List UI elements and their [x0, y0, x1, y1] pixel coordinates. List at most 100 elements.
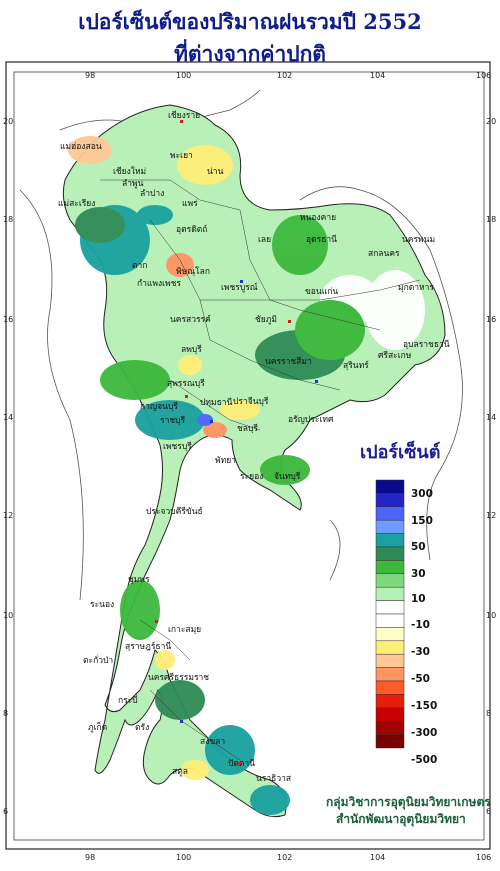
legend-label: 150 [411, 515, 433, 527]
province-label: แม่สะเรียง [58, 198, 95, 209]
lat-tick-right: 12 [486, 511, 496, 520]
province-label: ลพบุรี [181, 344, 202, 355]
legend-swatch [375, 680, 405, 695]
legend-title: เปอร์เซ็นต์ [360, 442, 441, 463]
lat-tick-left: 20 [3, 117, 13, 126]
province-label: นครราชสีมา [265, 356, 312, 367]
lon-tick-top: 106 [476, 71, 491, 80]
lat-tick-right: 16 [486, 315, 496, 324]
province-label: สุราษฎร์ธานี [125, 641, 171, 652]
lon-tick-top: 100 [176, 71, 191, 80]
province-label: เกาะสมุย [168, 625, 201, 635]
lat-tick-left: 16 [3, 315, 13, 324]
province-label: สงขลา [200, 737, 225, 747]
legend-label: 300 [411, 488, 433, 500]
province-label: ตาก [132, 261, 147, 271]
legend-swatch [375, 493, 405, 508]
lat-tick-left: 10 [3, 611, 13, 620]
map-title-line2: ที่ต่างจากค่าปกติ [174, 41, 326, 66]
legend-swatch [375, 573, 405, 588]
province-label: ชัยภูมิ [255, 315, 277, 325]
lon-tick-top: 104 [370, 71, 385, 80]
province-label: น่าน [207, 167, 224, 177]
lat-tick-left: 12 [3, 511, 13, 520]
province-label: กาญจนบุรี [140, 401, 178, 412]
legend-swatch [375, 533, 405, 548]
lon-tick-top: 102 [277, 71, 292, 80]
legend-colorbar [375, 479, 405, 749]
legend-label: -150 [411, 700, 437, 712]
province-label: แพร่ [182, 199, 198, 209]
province-label: ชลบุรี [237, 423, 258, 434]
legend-swatch [375, 560, 405, 575]
province-label: ศรีสะเกษ [378, 350, 412, 361]
legend-label: -300 [411, 727, 437, 739]
province-label: ระยอง [240, 472, 263, 482]
lat-tick-right: 8 [486, 709, 491, 718]
lon-tick-bottom: 98 [85, 853, 95, 862]
lat-tick-left: 8 [3, 709, 8, 718]
legend-swatch [375, 519, 405, 534]
province-label: หนองคาย [300, 213, 336, 223]
lat-tick-right: 6 [486, 807, 491, 816]
province-label: สุรินทร์ [343, 360, 369, 371]
legend-label: 10 [411, 593, 426, 605]
province-label: แม่ฮ่องสอน [60, 142, 102, 152]
province-label: พัทยา [215, 456, 236, 466]
legend-swatch [375, 694, 405, 709]
credit-line1: กลุ่มวิชาการอุตุนิยมวิทยาเกษตร [326, 795, 491, 809]
province-label: กระบี่ [118, 694, 138, 706]
province-label: ประจวบคีรีขันธ์ [146, 506, 203, 517]
lat-tick-left: 14 [3, 413, 13, 422]
lat-tick-right: 10 [486, 611, 496, 620]
province-label: ปทุมธานี [200, 397, 233, 408]
province-label: จันทบุรี [274, 471, 301, 482]
legend-label: 30 [411, 568, 426, 580]
map-title-line1: เปอร์เซ็นต์ของปริมาณฝนรวมปี 2552 [78, 9, 422, 34]
lon-tick-bottom: 104 [370, 853, 385, 862]
province-label: ราชบุรี [160, 415, 186, 426]
province-label: สตูล [172, 767, 188, 777]
legend-label: -50 [411, 673, 430, 685]
province-label: ชุมพร [128, 575, 150, 585]
lat-tick-right: 20 [486, 117, 496, 126]
station-markers [155, 120, 318, 765]
province-label: สุพรรณบุรี [167, 378, 205, 389]
legend-swatch [375, 600, 405, 615]
lon-tick-bottom: 102 [277, 853, 292, 862]
province-label: ระนอง [90, 600, 114, 610]
province-label: นครสวรรค์ [170, 314, 211, 325]
province-label: อุบลราชธานี [403, 339, 450, 350]
province-label: อรัญประเทศ [288, 415, 334, 425]
legend-swatch [375, 653, 405, 668]
province-label: เพชรบูรณ์ [221, 282, 258, 293]
province-label: ตรัง [135, 723, 149, 733]
province-label: ลำพูน [122, 179, 144, 189]
lat-tick-left: 6 [3, 807, 8, 816]
province-label: กำแพงเพชร [137, 279, 181, 289]
legend-swatch [375, 667, 405, 682]
legend-swatch [375, 586, 405, 601]
province-label: สกลนคร [368, 249, 400, 259]
province-labels: เชียงราย แม่ฮ่องสอน พะเยา เชียงใหม่ น่าน… [58, 110, 450, 784]
legend-swatch [375, 479, 405, 494]
province-label: เลย [258, 235, 271, 245]
province-label: ปัตตานี [228, 758, 255, 769]
province-label: นครพนม [402, 235, 435, 245]
legend-label: -30 [411, 646, 430, 658]
legend-swatch [375, 707, 405, 722]
province-label: อุตรดิตถ์ [176, 224, 207, 235]
legend-swatch [375, 506, 405, 521]
legend-label: 50 [411, 541, 426, 553]
province-label: ภูเก็ต [88, 721, 107, 733]
legend-swatch [375, 640, 405, 655]
credit-line2: สำนักพัฒนาอุตุนิยมวิทยา [336, 812, 466, 826]
province-label: ตะกั่วป่า [83, 654, 113, 666]
lat-tick-left: 18 [3, 215, 13, 224]
legend-swatch [375, 546, 405, 561]
province-label: เชียงราย [168, 110, 200, 121]
lat-tick-right: 18 [486, 215, 496, 224]
province-label: ขอนแก่น [305, 287, 338, 297]
province-label: พะเยา [170, 151, 193, 161]
